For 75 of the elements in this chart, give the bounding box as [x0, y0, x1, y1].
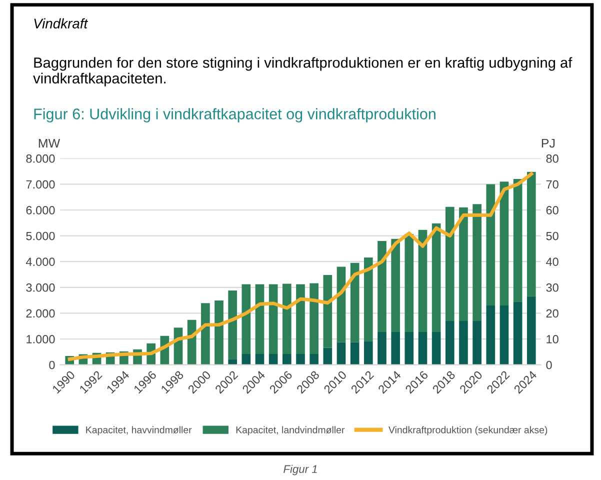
bar [526, 296, 536, 365]
bar [459, 320, 468, 365]
bar [378, 332, 386, 365]
bar [350, 262, 360, 342]
bar [445, 320, 454, 365]
bar [486, 305, 496, 365]
bar [513, 179, 522, 302]
y-tick-label: 7.000 [26, 180, 55, 189]
y-tick-label: 6.000 [26, 206, 55, 214]
y-tick-label: 2.000 [26, 309, 55, 318]
bar [472, 204, 482, 321]
bar [500, 305, 509, 365]
y-tick-label: 5.000 [26, 232, 55, 240]
bar [242, 284, 251, 354]
y2-tick-label: 30 [546, 283, 558, 292]
y-tick-label: 8.000 [26, 154, 55, 163]
legend-label: Vindkraftproduktion (sekundær akse) [388, 426, 548, 436]
line-series [68, 172, 534, 361]
text: Baggrunden for den store stigning i vindkraftproduktionen er en kraftig udbygning af vindkraftkapaciteten. [33, 57, 572, 86]
bar [432, 223, 441, 332]
bar [323, 348, 332, 365]
y2-tick-label: 60 [546, 206, 558, 214]
bar [187, 320, 196, 365]
bar [336, 342, 346, 365]
bar [486, 184, 496, 306]
bar [526, 172, 536, 296]
bar [391, 332, 400, 365]
y2-tick-label: 0 [546, 360, 552, 370]
y-axis-title: MW [38, 138, 60, 148]
bar [268, 284, 278, 354]
bar [459, 207, 468, 321]
bar [404, 332, 414, 365]
y2-tick-label: 20 [546, 309, 558, 318]
y2-tick-label: 10 [546, 335, 558, 344]
bar [513, 302, 522, 365]
y-tick-label: 4.000 [26, 258, 55, 266]
bar [201, 303, 210, 365]
bar [228, 359, 238, 365]
bar [391, 238, 400, 332]
legend-label: Kapacitet, havvindmøller [86, 426, 192, 436]
bar [336, 266, 346, 342]
y2-tick-label: 50 [546, 232, 558, 240]
bar [445, 206, 454, 321]
bar [310, 283, 318, 354]
bar [228, 290, 238, 360]
y2-tick-label: 70 [546, 180, 558, 189]
y2-axis-title: PJ [542, 138, 555, 148]
y-tick-label: 1.000 [26, 335, 55, 344]
bar [418, 230, 428, 332]
y-tick-label: 0 [49, 360, 55, 370]
text: Vindkraft [34, 18, 88, 28]
bar [323, 275, 332, 348]
bar [404, 234, 414, 332]
y2-tick-label: 80 [546, 154, 558, 163]
legend-label: Kapacitet, landvindmøller [236, 426, 345, 436]
bar [296, 284, 305, 354]
bar [472, 320, 482, 365]
y-tick-label: 3.000 [26, 283, 55, 292]
bar [432, 332, 441, 365]
bar [282, 354, 292, 365]
bar [350, 342, 360, 365]
bar [310, 354, 318, 365]
bar [296, 354, 305, 365]
bar [364, 257, 373, 342]
bar [500, 182, 509, 306]
bar [268, 354, 278, 365]
bar [378, 240, 386, 332]
bar [364, 341, 373, 365]
bar [214, 300, 224, 365]
text: Figur 1 [284, 464, 317, 476]
bar [255, 284, 264, 354]
y2-tick-label: 40 [546, 258, 558, 266]
bar [282, 284, 292, 354]
chart-title: Figur 6: Udvikling i vindkraftkapacitet og vindkraftproduktion [34, 108, 436, 122]
bar [418, 332, 428, 365]
